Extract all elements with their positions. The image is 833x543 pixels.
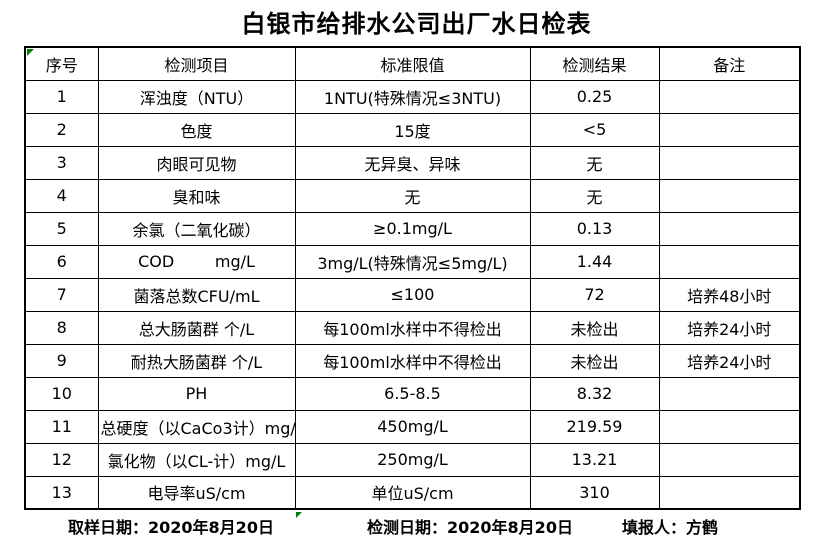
cell-note: [658, 211, 801, 246]
cell-item: 总大肠菌群 个/L: [97, 310, 296, 345]
cell-serial: 6: [24, 244, 99, 279]
table-row: 4 臭和味 无 无: [24, 178, 801, 213]
cell-serial: 13: [24, 475, 99, 510]
cell-item: PH: [97, 376, 296, 411]
header-row: 序号 检测项目 标准限值 检测结果 备注: [24, 46, 801, 81]
table-row: 5 余氯（二氧化碳） ≥0.1mg/L 0.13: [24, 211, 801, 246]
cell-item: 总硬度（以CaCo3计）mg/L: [97, 409, 296, 444]
cell-result: 无: [529, 145, 660, 180]
col-header-result: 检测结果: [529, 46, 660, 81]
cell-item: 色度: [97, 112, 296, 147]
cell-note: [658, 79, 801, 114]
cell-result: 8.32: [529, 376, 660, 411]
cell-item: 电导率uS/cm: [97, 475, 296, 510]
table-row: 6 COD mg/L 3mg/L(特殊情况≤5mg/L) 1.44: [24, 244, 801, 279]
cell-result: 310: [529, 475, 660, 510]
cell-result: 13.21: [529, 442, 660, 477]
cell-result: 无: [529, 178, 660, 213]
table-row: 9 耐热大肠菌群 个/L 每100ml水样中不得检出 未检出 培养24小时: [24, 343, 801, 378]
cell-item: 余氯（二氧化碳）: [97, 211, 296, 246]
cell-standard: 15度: [294, 112, 531, 147]
cell-serial: 10: [24, 376, 99, 411]
cell-result: 219.59: [529, 409, 660, 444]
table-row: 10 PH 6.5-8.5 8.32: [24, 376, 801, 411]
cell-standard: 无异臭、异味: [294, 145, 531, 180]
cell-item: 氯化物（以CL-计）mg/L: [97, 442, 296, 477]
cell-item: 肉眼可见物: [97, 145, 296, 180]
col-header-note: 备注: [658, 46, 801, 81]
cell-item: 浑浊度（NTU）: [97, 79, 296, 114]
cell-result: 1.44: [529, 244, 660, 279]
cell-standard: ≤100: [294, 277, 531, 312]
table-row: 7 菌落总数CFU/mL ≤100 72 培养48小时: [24, 277, 801, 312]
cell-note: [658, 244, 801, 279]
cell-item: 耐热大肠菌群 个/L: [97, 343, 296, 378]
table-row: 2 色度 15度 <5: [24, 112, 801, 147]
cell-standard: 6.5-8.5: [294, 376, 531, 411]
table-row: 8 总大肠菌群 个/L 每100ml水样中不得检出 未检出 培养24小时: [24, 310, 801, 345]
cell-standard: 450mg/L: [294, 409, 531, 444]
cell-serial: 9: [24, 343, 99, 378]
cell-standard: 3mg/L(特殊情况≤5mg/L): [294, 244, 531, 279]
table-row: 13 电导率uS/cm 单位uS/cm 310: [24, 475, 801, 510]
cell-serial: 3: [24, 145, 99, 180]
cell-standard: 每100ml水样中不得检出: [294, 343, 531, 378]
cell-note: [658, 409, 801, 444]
cell-note: [658, 178, 801, 213]
table-row: 11 总硬度（以CaCo3计）mg/L 450mg/L 219.59: [24, 409, 801, 444]
col-header-serial: 序号: [24, 46, 99, 81]
cell-serial: 12: [24, 442, 99, 477]
cell-error-marker-icon: [296, 512, 302, 518]
cell-item: COD mg/L: [97, 244, 296, 279]
cell-note: [658, 442, 801, 477]
reporter-label: 填报人：: [622, 518, 687, 537]
cell-note: [658, 376, 801, 411]
cell-serial: 2: [24, 112, 99, 147]
test-date-label: 检测日期：: [367, 518, 448, 537]
cell-item: 臭和味: [97, 178, 296, 213]
cell-error-marker-icon: [27, 49, 34, 56]
cell-result: 未检出: [529, 343, 660, 378]
cell-serial: 4: [24, 178, 99, 213]
cell-standard: 1NTU(特殊情况≤3NTU): [294, 79, 531, 114]
cell-standard: 单位uS/cm: [294, 475, 531, 510]
cell-standard: 250mg/L: [294, 442, 531, 477]
table-row: 3 肉眼可见物 无异臭、异味 无: [24, 145, 801, 180]
cell-standard: 无: [294, 178, 531, 213]
cell-item: 菌落总数CFU/mL: [97, 277, 296, 312]
test-date: 检测日期：2020年8月20日: [367, 514, 573, 538]
cell-serial: 5: [24, 211, 99, 246]
cell-note: [658, 475, 801, 510]
cell-standard: ≥0.1mg/L: [294, 211, 531, 246]
page-title: 白银市给排水公司出厂水日检表: [241, 10, 592, 38]
test-date-value: 2020年8月20日: [447, 518, 573, 537]
table-row: 1 浑浊度（NTU） 1NTU(特殊情况≤3NTU) 0.25: [24, 79, 801, 114]
col-header-item: 检测项目: [97, 46, 296, 81]
cell-serial: 1: [24, 79, 99, 114]
cell-note: 培养24小时: [658, 343, 801, 378]
cell-note: [658, 145, 801, 180]
cell-result: 0.25: [529, 79, 660, 114]
cell-result: 72: [529, 277, 660, 312]
col-header-standard: 标准限值: [294, 46, 531, 81]
cell-serial: 7: [24, 277, 99, 312]
cell-standard: 每100ml水样中不得检出: [294, 310, 531, 345]
cell-note: 培养24小时: [658, 310, 801, 345]
cell-serial: 8: [24, 310, 99, 345]
cell-serial: 11: [24, 409, 99, 444]
cell-result: 0.13: [529, 211, 660, 246]
reporter: 填报人：方鹤: [622, 514, 718, 538]
cell-note: [658, 112, 801, 147]
reporter-value: 方鹤: [686, 518, 719, 537]
cell-result: 未检出: [529, 310, 660, 345]
cell-result: <5: [529, 112, 660, 147]
inspection-table: 序号 检测项目 标准限值 检测结果 备注 1 浑浊度（NTU） 1NTU(特殊情…: [24, 46, 801, 510]
sample-date-label: 取样日期：: [68, 518, 149, 537]
table-row: 12 氯化物（以CL-计）mg/L 250mg/L 13.21: [24, 442, 801, 477]
sample-date-value: 2020年8月20日: [148, 518, 274, 537]
cell-note: 培养48小时: [658, 277, 801, 312]
sample-date: 取样日期：2020年8月20日: [68, 514, 274, 538]
